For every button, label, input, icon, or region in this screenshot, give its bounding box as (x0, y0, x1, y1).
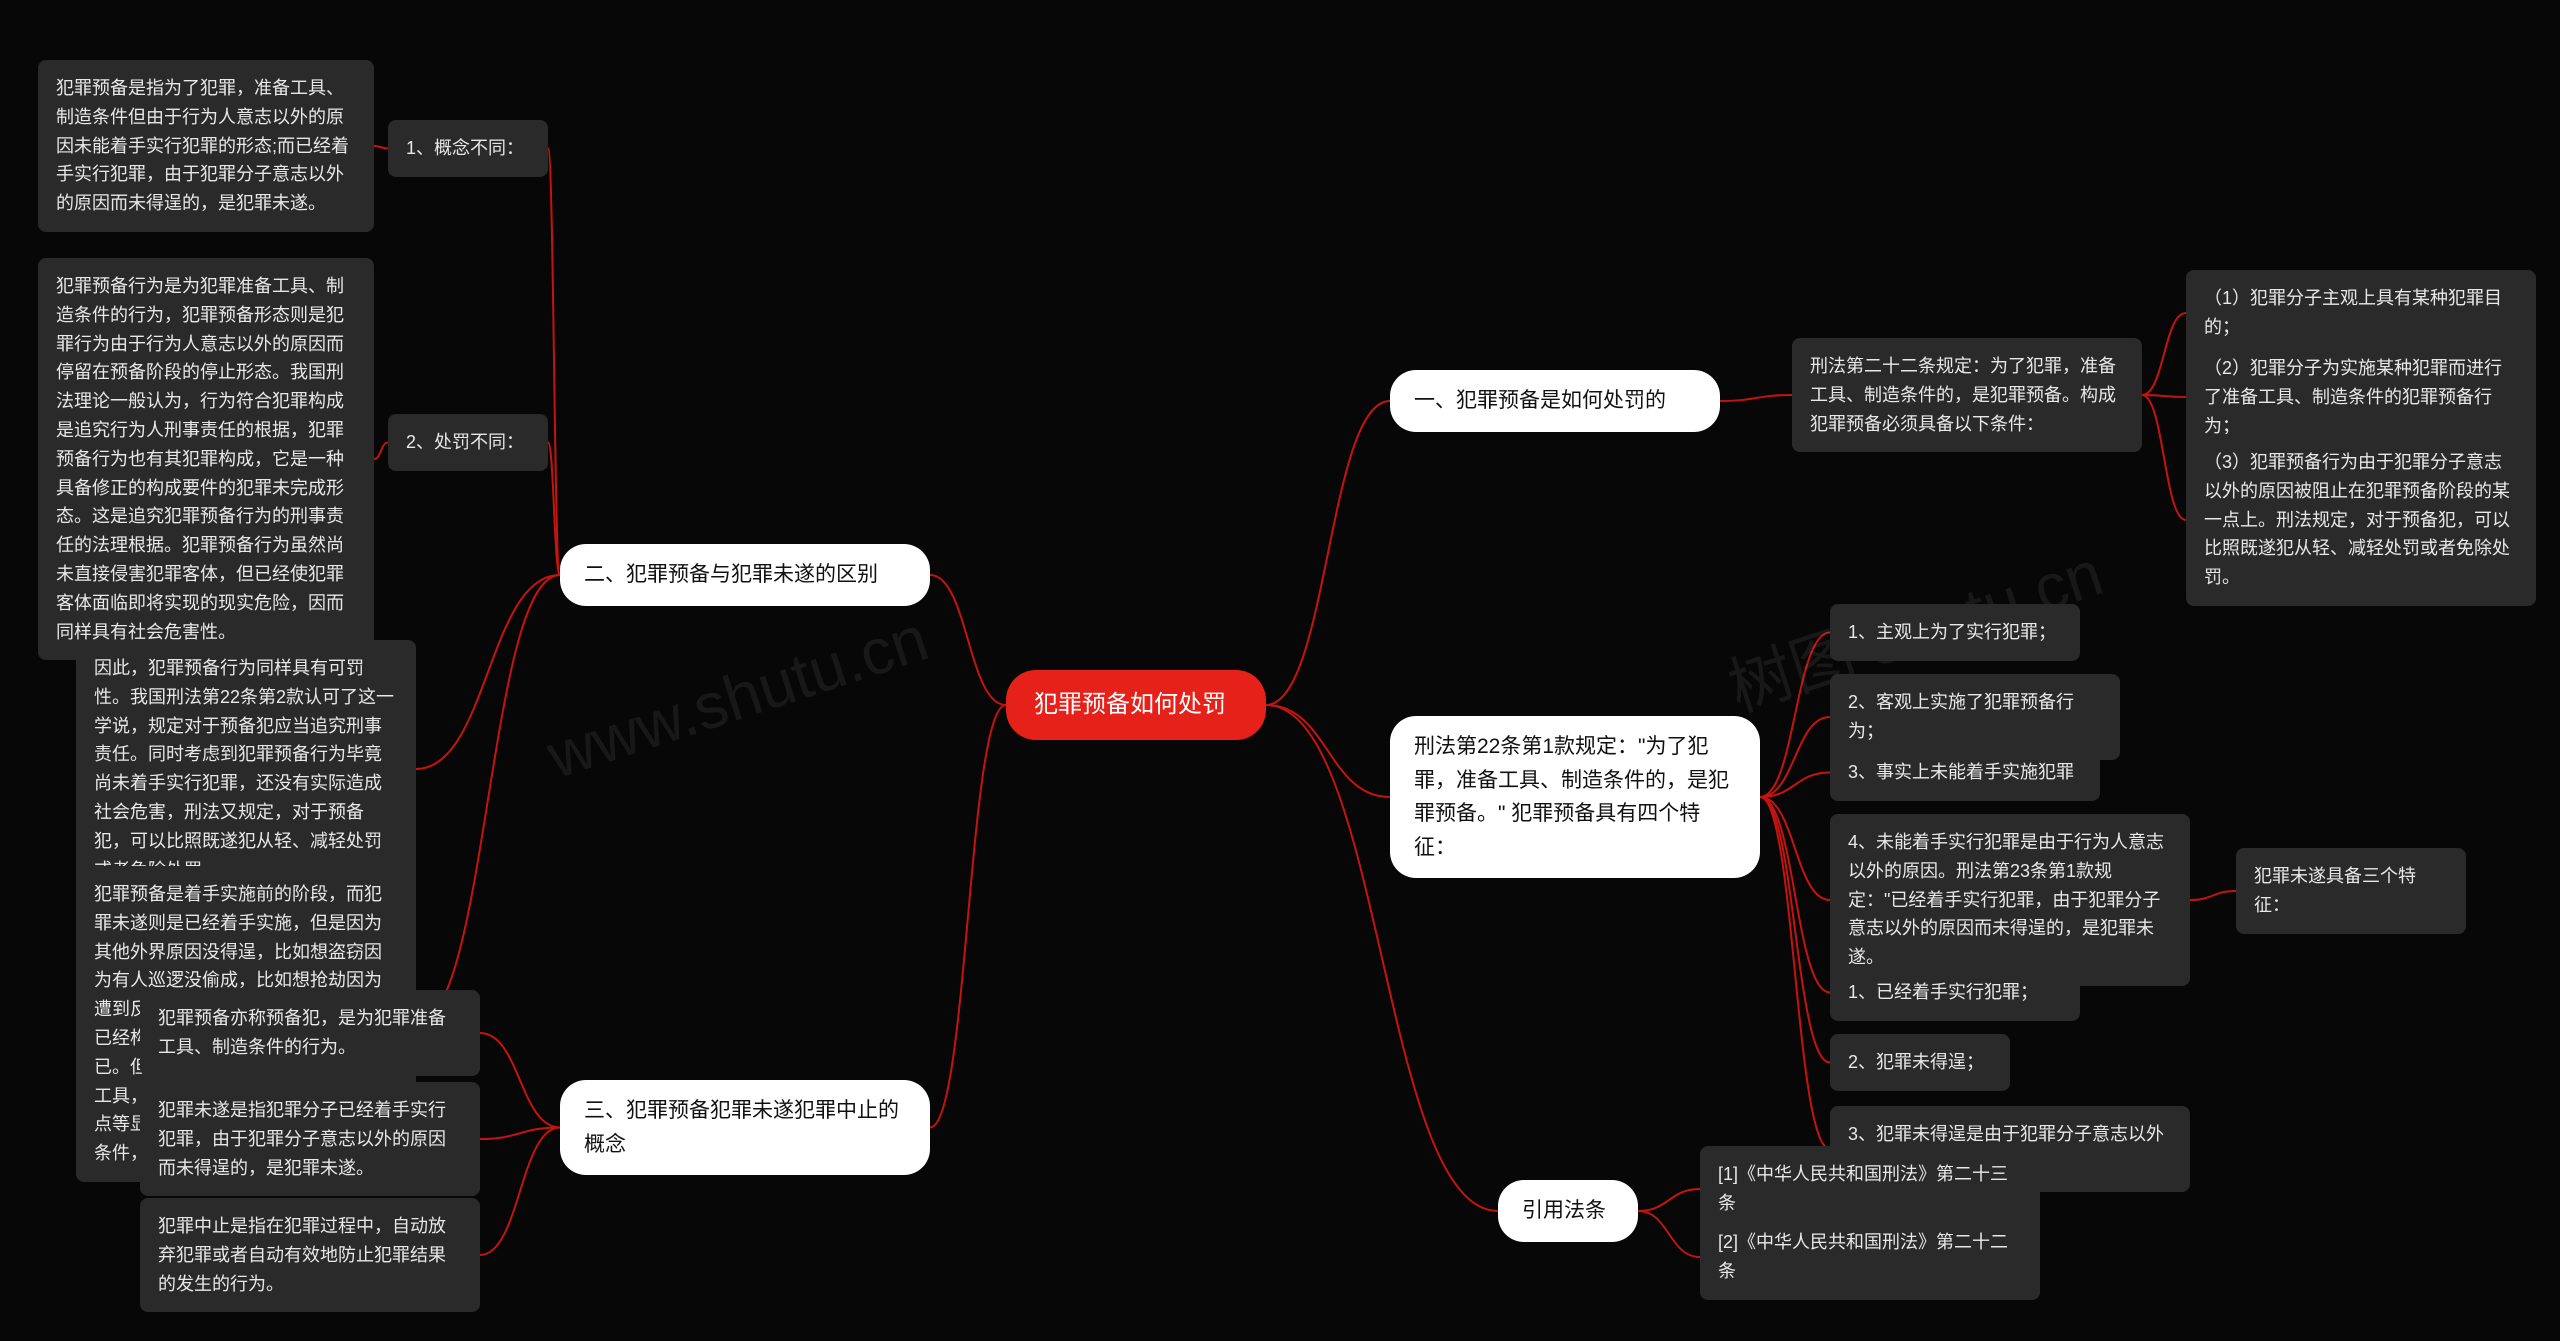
attempt-feature-1: 1、已经着手实行犯罪； (1830, 964, 2080, 1021)
feature-3: 3、事实上未能着手实施犯罪 (1830, 744, 2100, 801)
feature-4-sub: 犯罪未遂具备三个特征： (2236, 848, 2466, 934)
branch-2-child-3: 因此，犯罪预备行为同样具有可罚性。我国刑法第22条第2款认可了这一学说，规定对于… (76, 640, 416, 898)
branch-3-title: 三、犯罪预备犯罪未遂犯罪中止的概念 (560, 1080, 930, 1175)
branch-2-child-2: 2、处罚不同： (388, 414, 548, 471)
root-node: 犯罪预备如何处罚 (1006, 670, 1266, 740)
branch-1-condition-3: （3）犯罪预备行为由于犯罪分子意志以外的原因被阻止在犯罪预备阶段的某一点上。刑法… (2186, 434, 2536, 606)
citation-2: [2]《中华人民共和国刑法》第二十二条 (1700, 1214, 2040, 1300)
branch-2-child-2-detail: 犯罪预备行为是为犯罪准备工具、制造条件的行为，犯罪预备形态则是犯罪行为由于行为人… (38, 258, 374, 660)
branch-3-child-2: 犯罪未遂是指犯罪分子已经着手实行犯罪，由于犯罪分子意志以外的原因而未得逞的，是犯… (140, 1082, 480, 1196)
branch-features-title: 刑法第22条第1款规定："为了犯罪，准备工具、制造条件的，是犯罪预备。" 犯罪预… (1390, 716, 1760, 878)
branch-1-child-1: 刑法第二十二条规定：为了犯罪，准备工具、制造条件的，是犯罪预备。构成犯罪预备必须… (1792, 338, 2142, 452)
branch-2-child-1: 1、概念不同： (388, 120, 548, 177)
branch-2-child-1-detail: 犯罪预备是指为了犯罪，准备工具、制造条件但由于行为人意志以外的原因未能着手实行犯… (38, 60, 374, 232)
branch-3-child-1: 犯罪预备亦称预备犯，是为犯罪准备工具、制造条件的行为。 (140, 990, 480, 1076)
branch-1-title: 一、犯罪预备是如何处罚的 (1390, 370, 1720, 432)
branch-citation-title: 引用法条 (1498, 1180, 1638, 1242)
branch-3-child-3: 犯罪中止是指在犯罪过程中，自动放弃犯罪或者自动有效地防止犯罪结果的发生的行为。 (140, 1198, 480, 1312)
feature-4: 4、未能着手实行犯罪是由于行为人意志以外的原因。刑法第23条第1款规定："已经着… (1830, 814, 2190, 986)
branch-2-title: 二、犯罪预备与犯罪未遂的区别 (560, 544, 930, 606)
feature-1: 1、主观上为了实行犯罪； (1830, 604, 2080, 661)
attempt-feature-2: 2、犯罪未得逞； (1830, 1034, 2010, 1091)
watermark-1: www.shutu.cn (538, 601, 936, 793)
